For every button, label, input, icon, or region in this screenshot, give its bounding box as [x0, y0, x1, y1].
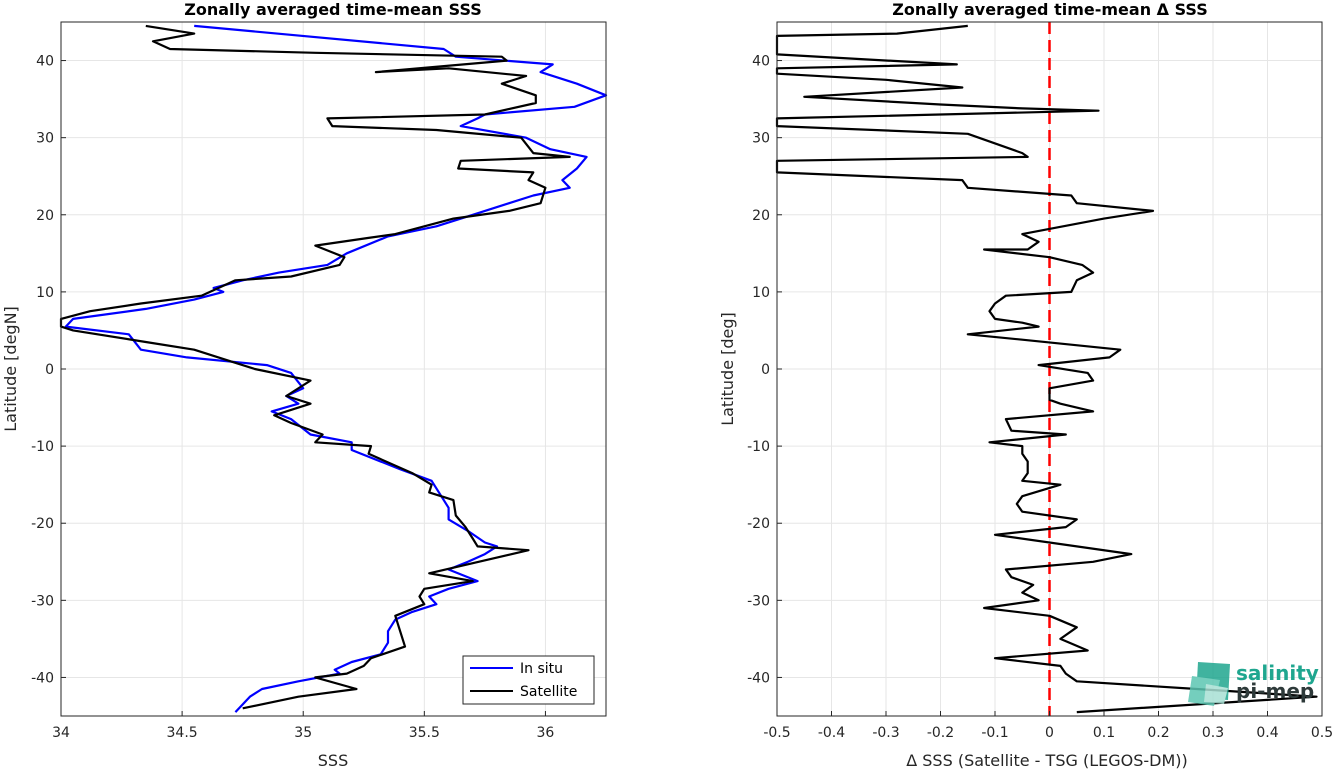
legend: In situ Satellite — [462, 655, 595, 705]
left-grid — [60, 22, 606, 716]
y-tick-label: -40 — [747, 670, 770, 686]
series-line-satellite — [59, 24, 571, 710]
logo-text-line2: pi-mep — [1236, 679, 1314, 703]
right-chart-title: Zonally averaged time-mean Δ SSS — [892, 0, 1208, 19]
y-tick-label: -20 — [747, 516, 770, 532]
x-tick-label: -0.3 — [872, 725, 899, 741]
x-tick-label: 36 — [537, 725, 555, 741]
left-x-ticks: 34 34.5 35 35.5 36 — [52, 711, 554, 741]
x-tick-label: 34 — [52, 725, 70, 741]
y-tick-label: -40 — [31, 670, 54, 686]
x-tick-label: 34.5 — [167, 725, 198, 741]
y-tick-label: 20 — [752, 208, 770, 224]
y-tick-label: 0 — [45, 362, 54, 378]
x-tick-label: 0.1 — [1093, 725, 1115, 741]
y-tick-label: -10 — [31, 439, 54, 455]
left-chart-title: Zonally averaged time-mean SSS — [184, 0, 482, 19]
y-tick-label: 30 — [36, 131, 54, 147]
logo-mark-icon — [1188, 662, 1230, 706]
y-tick-label: 20 — [36, 208, 54, 224]
legend-label-in-situ: In situ — [520, 661, 563, 677]
salinity-pi-mep-logo: salinity pi-mep — [1188, 661, 1319, 706]
y-tick-label: 10 — [36, 285, 54, 301]
x-tick-label: 35 — [294, 725, 312, 741]
right-x-ticks: -0.5 -0.4 -0.3 -0.2 -0.1 0 0.1 0.2 0.3 0.4 0.5 — [763, 711, 1333, 741]
x-tick-label: -0.2 — [927, 725, 954, 741]
x-tick-label: 0.2 — [1147, 725, 1169, 741]
x-tick-label: 0.5 — [1311, 725, 1333, 741]
series-line-in-situ — [64, 24, 608, 713]
right-y-axis-label: Latitude [deg] — [718, 312, 737, 426]
right-x-axis-label: Δ SSS (Satellite - TSG (LEGOS-DM)) — [906, 751, 1188, 769]
y-tick-label: 40 — [36, 54, 54, 70]
y-tick-label: 10 — [752, 285, 770, 301]
x-tick-label: -0.4 — [818, 725, 845, 741]
x-tick-label: 0.3 — [1202, 725, 1224, 741]
legend-box — [462, 655, 595, 705]
logo-text-line1: salinity — [1236, 661, 1319, 685]
left-panel: 34 34.5 35 35.5 36 -40 -30 -20 -10 0 10 20 30 40 Zon… — [1, 0, 608, 769]
left-y-ticks: -40 -30 -20 -10 0 10 20 30 40 — [31, 54, 66, 686]
right-panel: -0.5 -0.4 -0.3 -0.2 -0.1 0 0.1 0.2 0.3 0.4 0.5 -40… — [718, 0, 1333, 769]
x-tick-label: 35.5 — [409, 725, 440, 741]
y-tick-label: -20 — [31, 516, 54, 532]
y-tick-label: -30 — [31, 593, 54, 609]
right-y-ticks: -40 -30 -20 -10 0 10 20 30 40 — [747, 54, 782, 686]
x-tick-label: -0.1 — [981, 725, 1008, 741]
y-tick-label: 0 — [761, 362, 770, 378]
x-tick-label: 0 — [1045, 725, 1054, 741]
x-tick-label: -0.5 — [763, 725, 790, 741]
y-tick-label: -10 — [747, 439, 770, 455]
y-tick-label: 40 — [752, 54, 770, 70]
left-series — [59, 24, 608, 713]
y-tick-label: -30 — [747, 593, 770, 609]
legend-label-satellite: Satellite — [520, 684, 577, 700]
y-tick-label: 30 — [752, 131, 770, 147]
left-y-axis-label: Latitude [degN] — [1, 306, 20, 432]
left-x-axis-label: SSS — [318, 751, 348, 769]
x-tick-label: 0.4 — [1256, 725, 1278, 741]
